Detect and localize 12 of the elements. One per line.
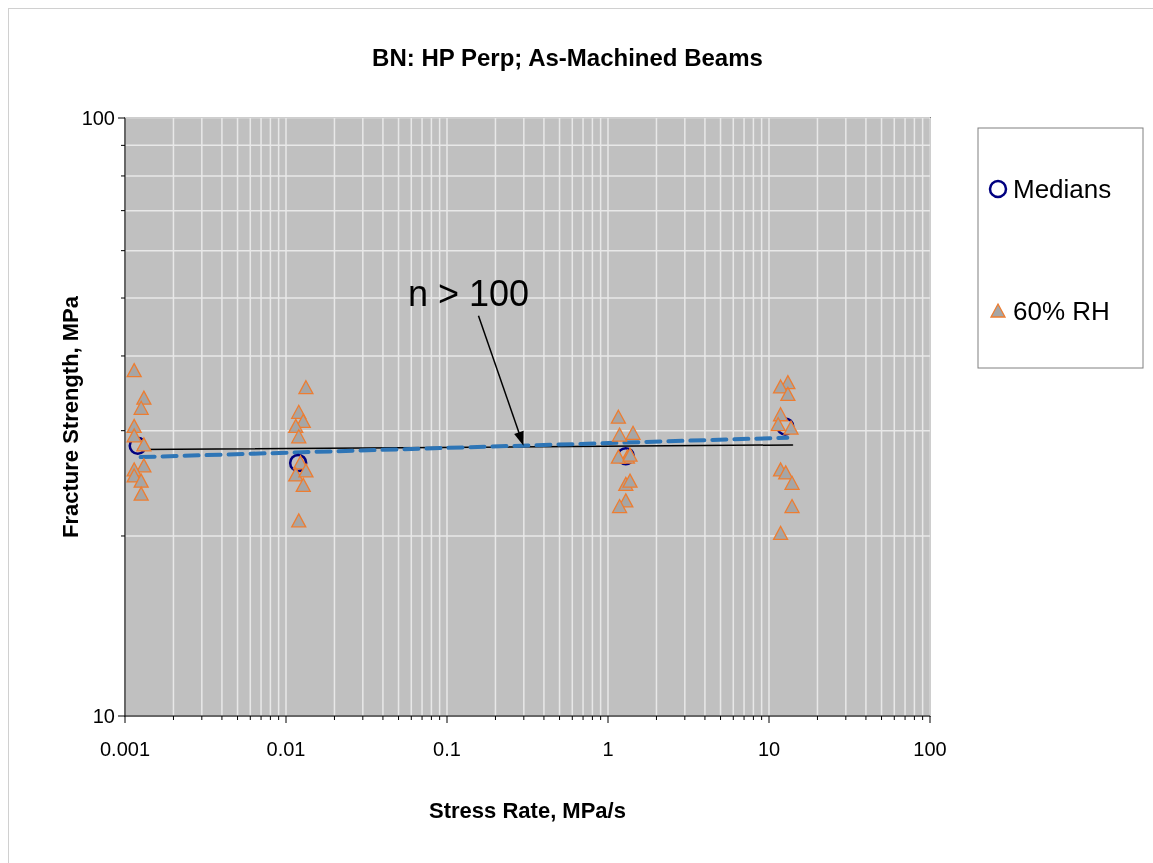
x-tick-label: 0.1 xyxy=(433,738,461,760)
chart-title: BN: HP Perp; As-Machined Beams xyxy=(372,44,763,71)
x-tick-label: 1 xyxy=(602,738,614,760)
legend-label: Medians xyxy=(1013,174,1112,204)
x-axis-title: Stress Rate, MPa/s xyxy=(429,798,626,823)
annotation: n > 100 xyxy=(407,272,530,314)
x-tick-label: 0.01 xyxy=(266,738,306,760)
y-axis-title: Fracture Strength, MPa xyxy=(58,295,83,539)
x-tick-label: 10 xyxy=(757,738,781,760)
x-tick-label: 100 xyxy=(913,738,947,760)
x-tick-label: 0.001 xyxy=(99,738,151,760)
legend-label: 60% RH xyxy=(1013,296,1110,326)
